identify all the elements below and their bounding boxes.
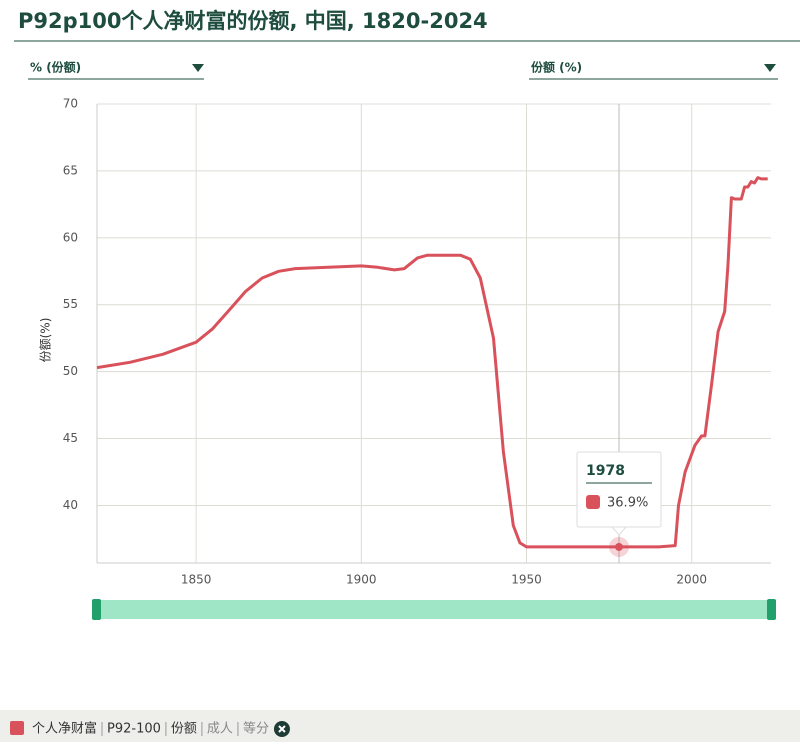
hover-point <box>615 542 624 551</box>
y-axis-label: 份额(%) <box>39 318 53 363</box>
x-tick-label: 1950 <box>511 573 542 587</box>
legend-remove[interactable] <box>273 721 290 737</box>
y-tick-label: 45 <box>63 431 78 445</box>
selector-label: 份额 (%) <box>531 60 582 75</box>
slider-handle[interactable] <box>92 599 101 620</box>
tooltip-value: 36.9% <box>607 495 648 510</box>
legend-entry: 个人净财富 <box>32 721 97 737</box>
tooltip-pointer <box>610 526 628 536</box>
left-selector[interactable]: % (份额) <box>28 60 204 80</box>
y-tick-label: 50 <box>63 364 78 378</box>
dropdown-arrow <box>764 64 776 72</box>
tooltip-swatch <box>586 494 601 509</box>
slider-handle[interactable] <box>767 599 776 620</box>
y-tick-label: 60 <box>63 230 78 244</box>
legend-background <box>0 710 800 742</box>
tooltip-title: 1978 <box>586 463 625 479</box>
dropdown-arrow <box>192 64 204 72</box>
y-tick-label: 55 <box>63 297 78 311</box>
chart-title: P92p100个人净财富的份额, 中国, 1820-2024 <box>18 9 488 33</box>
x-tick-label: 1900 <box>346 573 377 587</box>
x-tick-label: 1850 <box>181 573 212 587</box>
remove-cross <box>278 725 286 733</box>
slider-track <box>92 600 776 619</box>
selector-label: % (份额) <box>30 60 81 75</box>
range-slider[interactable] <box>92 599 776 620</box>
y-tick-label: 40 <box>63 498 78 512</box>
x-tick-label: 2000 <box>676 573 707 587</box>
legend-tag: 等分 <box>243 721 269 737</box>
plot-area: 40 45 50 55 60 65 70 1850 1900 1950 2000 1978 36.9% <box>63 97 771 587</box>
right-selector[interactable]: 份额 (%) <box>529 60 778 80</box>
tooltip: 1978 36.9% <box>576 451 662 536</box>
y-tick-label: 65 <box>63 163 78 177</box>
legend-tag: P92-100 <box>107 722 161 737</box>
plot-background <box>97 104 771 563</box>
legend-tag: 成人 <box>207 722 233 737</box>
y-tick-label: 70 <box>63 97 78 111</box>
legend-tag: 份额 <box>171 722 197 737</box>
legend-bar: 个人净财富 P92-100 份额 成人 等分 <box>0 710 800 742</box>
legend-swatch <box>10 721 24 735</box>
data-line <box>96 176 768 549</box>
